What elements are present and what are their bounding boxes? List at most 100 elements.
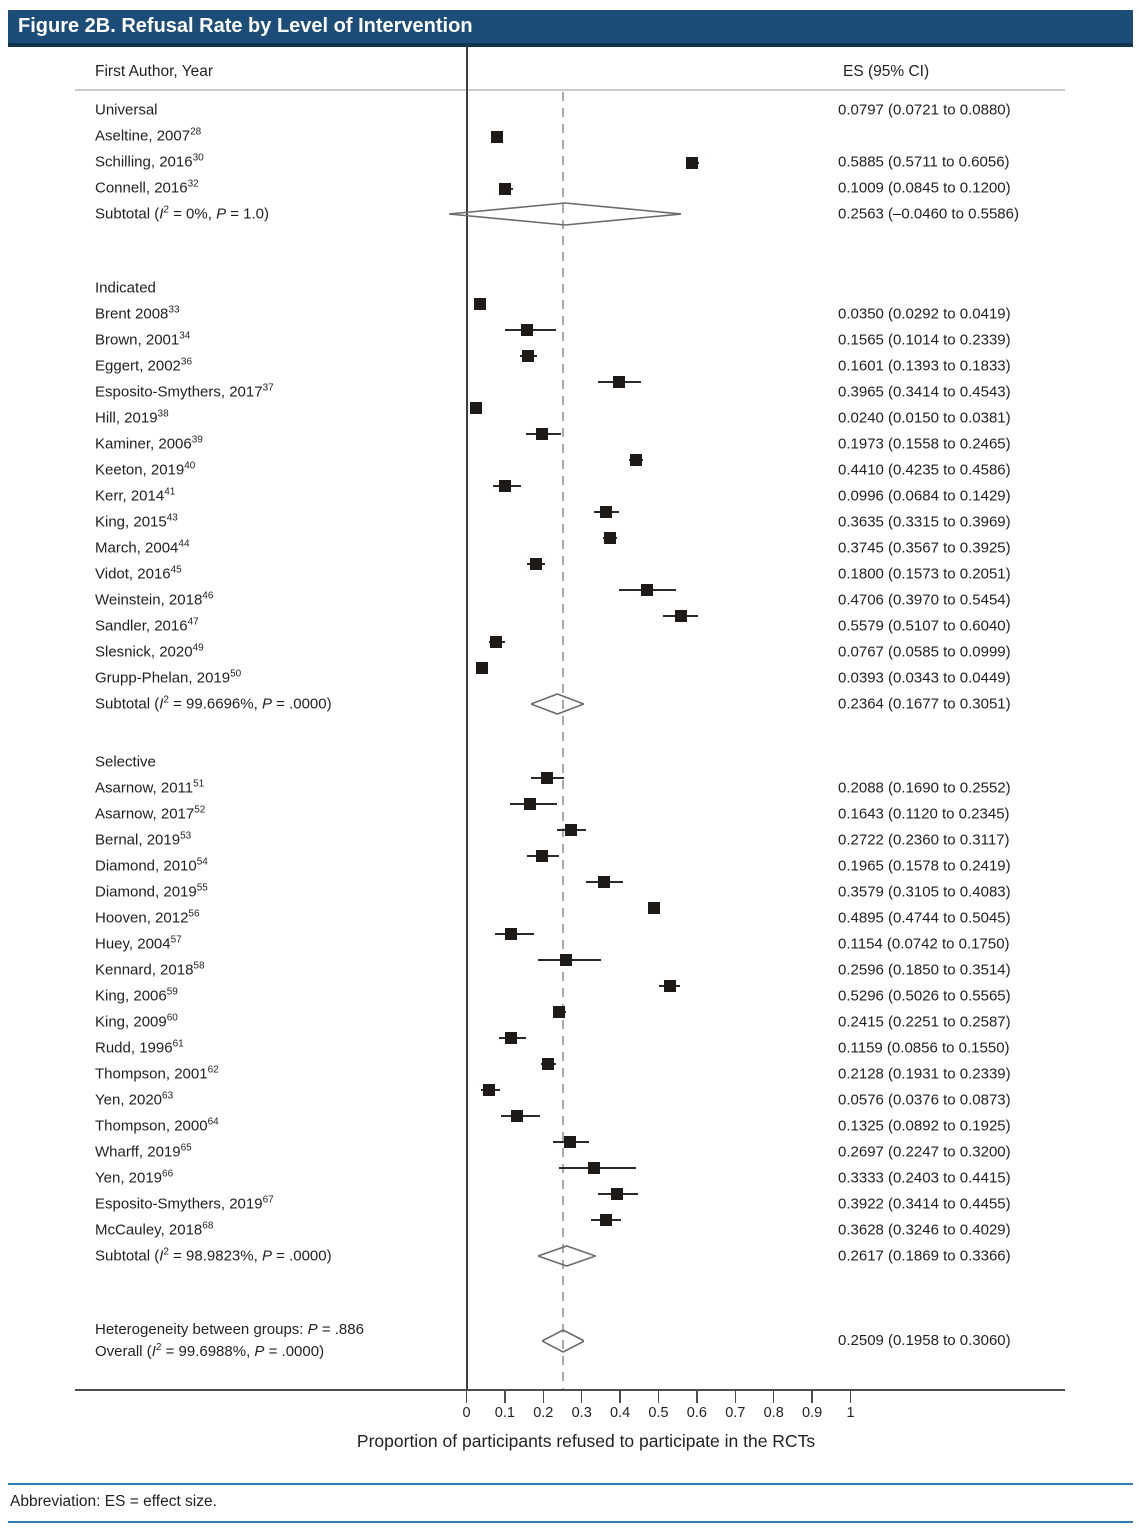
es-value: 0.0767 (0.0585 to 0.0999)	[838, 643, 1011, 661]
subtotal-label: Subtotal (I2 = 99.6696%, P = .0000)	[95, 694, 332, 713]
effect-size-marker	[686, 157, 699, 169]
label-text: = .886	[317, 1321, 364, 1338]
subtotal-diamond	[538, 1245, 596, 1267]
study-name: Asarnow, 2017	[95, 805, 195, 823]
stat-symbol: I	[159, 205, 164, 223]
reference-superscript: 45	[170, 564, 182, 576]
study-name: Grupp-Phelan, 2019	[95, 669, 231, 687]
study-label: King, 200960	[95, 1013, 178, 1031]
study-row: Huey, 200457 0.1154 (0.0742 to 0.1750)	[0, 928, 1141, 957]
label-text: Subtotal (	[95, 1247, 160, 1265]
reference-superscript: 55	[196, 882, 208, 894]
label-text: = 1.0)	[226, 205, 270, 223]
reference-superscript: 43	[166, 512, 178, 524]
study-row: Bernal, 201953 0.2722 (0.2360 to 0.3117)	[0, 824, 1141, 853]
study-name: Schilling, 2016	[95, 153, 193, 171]
effect-size-marker	[629, 454, 642, 466]
reference-superscript: 67	[262, 1194, 274, 1206]
effect-size-marker	[663, 980, 676, 992]
es-value: 0.4706 (0.3970 to 0.5454)	[838, 591, 1011, 609]
study-name: Thompson, 2001	[95, 1065, 208, 1083]
es-value: 0.1601 (0.1393 to 0.1833)	[838, 357, 1011, 375]
superscript: 2	[163, 694, 169, 706]
figure-title-bar: Figure 2B. Refusal Rate by Level of Inte…	[8, 10, 1133, 47]
superscript: 2	[155, 1342, 162, 1353]
effect-size-marker	[535, 850, 548, 862]
reference-superscript: 33	[168, 304, 180, 316]
effect-size-marker	[588, 1162, 601, 1174]
study-row: Aseltine, 200728	[0, 123, 1141, 149]
reference-superscript: 28	[190, 126, 202, 138]
reference-superscript: 37	[262, 382, 274, 394]
label-text: Overall (	[95, 1343, 152, 1360]
study-label: Asarnow, 201151	[95, 778, 205, 797]
effect-size-marker	[473, 298, 486, 310]
effect-size-marker	[499, 183, 512, 195]
es-value: 0.1009 (0.0845 to 0.1200)	[838, 179, 1011, 197]
subtotal-diamond	[448, 202, 681, 226]
subtotal-diamond	[530, 693, 584, 715]
reference-superscript: 34	[179, 330, 191, 342]
study-name: Huey, 2004	[95, 935, 171, 953]
label-text: = .0000)	[264, 1343, 325, 1360]
overall-label: Overall (I2 = 99.6988%, P = .0000)	[95, 1341, 324, 1363]
label-text: = 99.6988%,	[161, 1343, 255, 1360]
axis-tick	[734, 1391, 737, 1403]
reference-superscript: 39	[191, 434, 203, 446]
study-label: Kaminer, 200639	[95, 434, 203, 453]
study-label: Keeton, 201940	[95, 461, 195, 479]
effect-size-marker	[523, 798, 536, 810]
footnote-rule-top	[8, 1483, 1133, 1485]
study-row: Kaminer, 200639 0.1973 (0.1558 to 0.2465)	[0, 428, 1141, 457]
effect-size-marker	[612, 376, 625, 388]
axis-tick	[657, 1391, 660, 1403]
reference-superscript: 52	[194, 804, 206, 816]
study-label: King, 200659	[95, 987, 178, 1005]
study-row: Esposito-Smythers, 201737 0.3965 (0.3414 …	[0, 376, 1141, 405]
es-value: 0.2596 (0.1850 to 0.3514)	[838, 961, 1011, 979]
study-label: March, 200444	[95, 539, 190, 557]
es-value: 0.4410 (0.4235 to 0.4586)	[838, 461, 1011, 479]
study-label: Grupp-Phelan, 201950	[95, 669, 241, 687]
es-value: 0.3628 (0.3246 to 0.4029)	[838, 1221, 1011, 1239]
study-label: Schilling, 201630	[95, 153, 204, 171]
study-name: Aseltine, 2007	[95, 127, 191, 145]
axis-rule	[75, 1389, 1065, 1391]
study-name: Diamond, 2010	[95, 857, 197, 875]
es-value: 0.3579 (0.3105 to 0.4083)	[838, 883, 1011, 901]
es-value: 0.1154 (0.0742 to 0.1750)	[838, 935, 1010, 953]
reference-superscript: 51	[193, 778, 205, 790]
reference-superscript: 68	[202, 1220, 214, 1232]
es-value: 0.4895 (0.4744 to 0.5045)	[838, 909, 1011, 927]
es-value: 0.3333 (0.2403 to 0.4415)	[838, 1169, 1011, 1187]
reference-superscript: 56	[188, 908, 200, 920]
es-value: 0.0240 (0.0150 to 0.0381)	[838, 409, 1011, 427]
study-name: Connell, 2016	[95, 179, 188, 197]
axis-tick-label: 0.6	[686, 1405, 707, 1421]
label-text: = 98.9823%,	[168, 1247, 262, 1265]
es-value: 0.5885 (0.5711 to 0.6056)	[838, 153, 1010, 171]
study-name: Yen, 2020	[95, 1091, 163, 1109]
superscript: 2	[163, 204, 169, 216]
group-header-row: Selective	[0, 749, 1141, 775]
study-row: Diamond, 201054 0.1965 (0.1578 to 0.2419)	[0, 850, 1141, 879]
effect-size-marker	[498, 480, 511, 492]
subtotal-row: Subtotal (I2 = 0%, P = 1.0) 0.2563 (–0.04…	[0, 201, 1141, 227]
column-header-author: First Author, Year	[95, 63, 214, 80]
study-name: Weinstein, 2018	[95, 591, 203, 609]
study-label: Connell, 201632	[95, 179, 199, 197]
study-label: Vidot, 201645	[95, 564, 182, 583]
reference-superscript: 64	[207, 1116, 219, 1128]
column-header-es: ES (95% CI)	[843, 63, 930, 80]
study-label: Weinstein, 201846	[95, 591, 213, 609]
x-axis-label: Proportion of participants refused to pa…	[356, 1431, 816, 1451]
study-row: Connell, 201632 0.1009 (0.0845 to 0.1200)	[0, 175, 1141, 201]
study-row: Hill, 201938 0.0240 (0.0150 to 0.0381)	[0, 402, 1141, 431]
effect-size-marker	[641, 584, 654, 596]
study-label: Hill, 201938	[95, 409, 169, 427]
study-name: Vidot, 2016	[95, 565, 171, 583]
effect-size-marker	[482, 1084, 495, 1096]
subtotal-row: Subtotal (I2 = 98.9823%, P = .0000) 0.261…	[0, 1243, 1141, 1269]
study-row: Wharff, 201965 0.2697 (0.2247 to 0.3200)	[0, 1136, 1141, 1165]
study-label: Eggert, 200236	[95, 357, 192, 375]
